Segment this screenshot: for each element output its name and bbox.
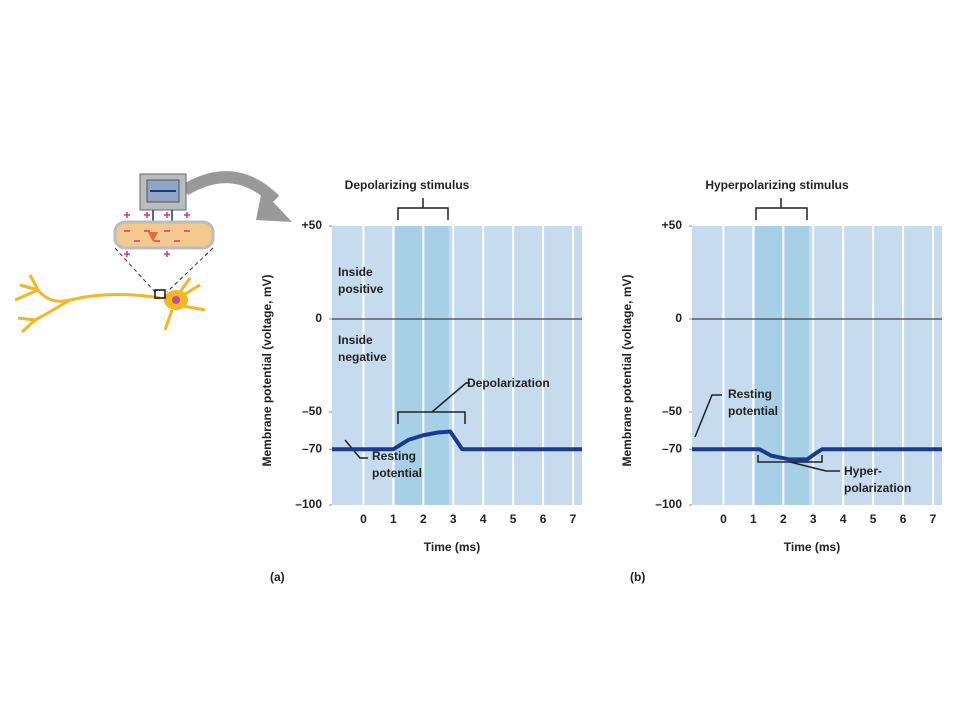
x-tick-label: 1 bbox=[390, 512, 397, 526]
x-tick-label: 6 bbox=[540, 512, 547, 526]
x-tick-label: 3 bbox=[450, 512, 457, 526]
panel-label: (a) bbox=[270, 570, 285, 584]
y-axis-label: Membrane potential (voltage, mV) bbox=[620, 274, 634, 466]
annotation-brackets bbox=[344, 198, 470, 459]
y-tick-label: 0 bbox=[315, 311, 322, 325]
y-tick-label: –50 bbox=[662, 404, 682, 418]
x-axis-label: Time (ms) bbox=[424, 540, 480, 554]
x-tick-label: 1 bbox=[750, 512, 757, 526]
x-tick-label: 2 bbox=[780, 512, 787, 526]
x-tick-label: 5 bbox=[870, 512, 877, 526]
y-tick-label: –50 bbox=[302, 404, 322, 418]
chart-title: Depolarizing stimulus bbox=[345, 178, 470, 192]
x-axis-label: Time (ms) bbox=[784, 540, 840, 554]
y-tick-label: +50 bbox=[302, 218, 323, 232]
x-tick-label: 7 bbox=[570, 512, 577, 526]
y-tick-label: +50 bbox=[662, 218, 683, 232]
x-tick-label: 7 bbox=[930, 512, 937, 526]
y-tick-label: –100 bbox=[655, 497, 682, 511]
x-tick-label: 4 bbox=[840, 512, 847, 526]
plot-background bbox=[692, 226, 942, 505]
x-tick-label: 4 bbox=[480, 512, 487, 526]
annotation: Resting potential bbox=[728, 387, 778, 418]
membrane-potential-line bbox=[332, 429, 582, 452]
annotation: Inside negative bbox=[338, 333, 387, 364]
annotation-brackets bbox=[694, 198, 840, 472]
x-tick-label: 0 bbox=[720, 512, 727, 526]
x-tick-label: 0 bbox=[360, 512, 367, 526]
stimulus-band bbox=[754, 226, 809, 505]
y-tick-label: –100 bbox=[295, 497, 322, 511]
x-tick-label: 2 bbox=[420, 512, 427, 526]
y-axis-label: Membrane potential (voltage, mV) bbox=[260, 274, 274, 466]
x-tick-label: 6 bbox=[900, 512, 907, 526]
chart-title: Hyperpolarizing stimulus bbox=[705, 178, 849, 192]
x-tick-label: 3 bbox=[810, 512, 817, 526]
annotation: Depolarization bbox=[467, 376, 550, 390]
neuron-illustration bbox=[14, 171, 292, 334]
stimulus-band bbox=[394, 226, 449, 505]
annotation: Inside positive bbox=[338, 265, 384, 296]
y-tick-label: –70 bbox=[662, 441, 682, 455]
annotation: Hyper-polarization bbox=[844, 464, 912, 495]
x-tick-label: 5 bbox=[510, 512, 517, 526]
panel-label: (b) bbox=[630, 570, 645, 584]
membrane-potential-line bbox=[692, 447, 942, 462]
panel: 0 1 2 3 4 5 6 7 +50 0 –50 –70 –100 Hyperpolarizing st… bbox=[620, 178, 942, 584]
plot-background bbox=[332, 226, 582, 505]
y-tick-label: –70 bbox=[302, 441, 322, 455]
y-tick-label: 0 bbox=[675, 311, 682, 325]
annotation: Resting potential bbox=[372, 449, 422, 480]
panel: 0 1 2 3 4 5 6 7 +50 0 –50 –70 –100 Depolarizing stimu… bbox=[260, 178, 582, 584]
